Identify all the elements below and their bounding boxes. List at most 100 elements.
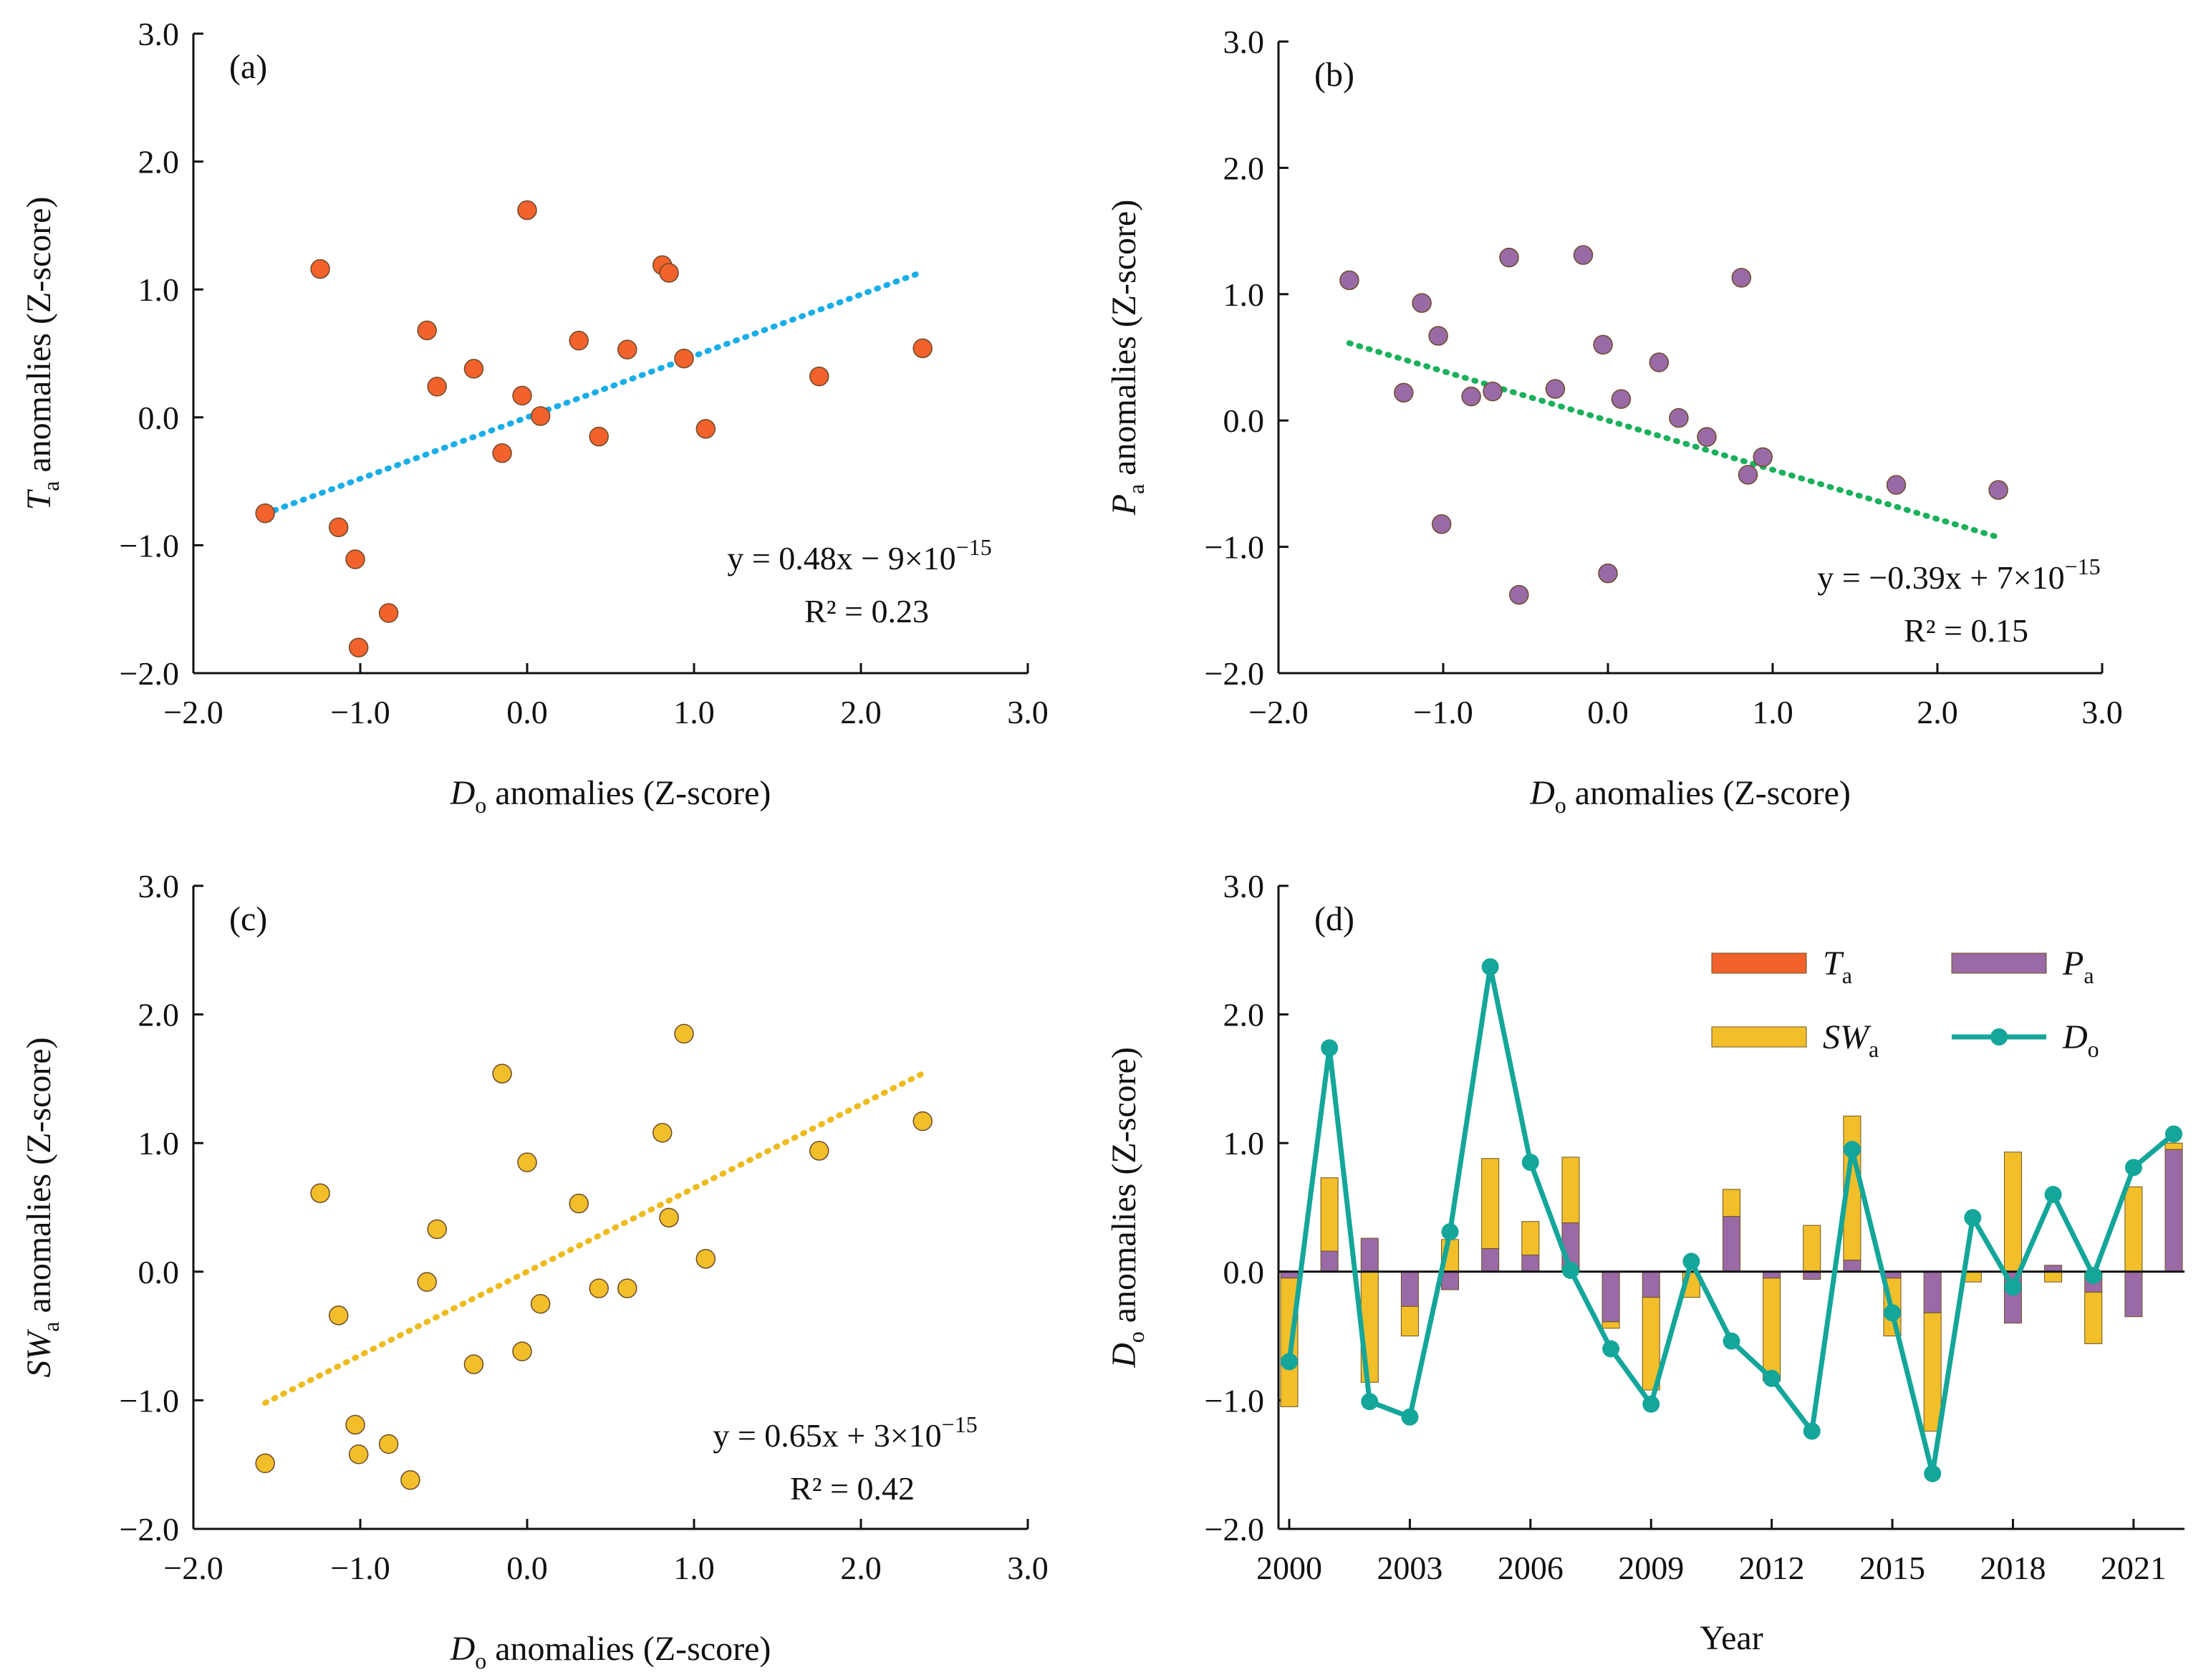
- x-axis-title: Year: [1700, 1619, 1763, 1657]
- bar-sw: [1763, 1278, 1781, 1381]
- data-point: [659, 263, 679, 283]
- y-tick-label: 0.0: [138, 1254, 180, 1290]
- legend-item-sw: SWa: [1711, 1018, 1879, 1062]
- panel-d-timeseries: −2.0 −1.0 0.0 1.0 2.0 3.0 2000 2003 2006 2009 2012…: [1105, 868, 2185, 1657]
- y-tick-label: 1.0: [138, 271, 180, 308]
- data-point: [427, 377, 447, 397]
- y-axis-title-sub: a: [38, 1321, 64, 1331]
- data-point: [1461, 386, 1481, 407]
- line-marker-do: [1441, 1223, 1459, 1241]
- data-point: [589, 426, 609, 447]
- line-marker-do: [1561, 1262, 1579, 1280]
- x-tick-label: 2.0: [840, 694, 882, 730]
- line-marker-do: [1763, 1369, 1781, 1387]
- y-tick-label: 2.0: [138, 997, 180, 1033]
- bar-pa: [1481, 1247, 1500, 1273]
- data-point: [1509, 584, 1529, 605]
- data-point: [1545, 379, 1566, 399]
- legend-label-sub: a: [1842, 962, 1852, 988]
- data-point: [1573, 245, 1594, 265]
- x-axis-title-main: D: [1529, 774, 1555, 812]
- x-axis-title-main: D: [450, 774, 476, 812]
- y-tick-label: 0.0: [138, 400, 180, 436]
- y-axis-title-rest: anomalies (Z-score): [1105, 1047, 1143, 1331]
- data-point: [328, 517, 349, 538]
- y-tick-label: −1.0: [1205, 1382, 1264, 1419]
- bar-pa: [1843, 1260, 1861, 1273]
- x-tick-label: 2012: [1739, 1550, 1805, 1586]
- bar-pa: [1320, 1250, 1339, 1273]
- legend-label-sub: a: [2084, 962, 2094, 988]
- line-marker-do: [2044, 1186, 2062, 1204]
- bar-pa: [2164, 1149, 2183, 1273]
- legend-item-ta: Ta: [1711, 945, 1852, 988]
- data-point: [1339, 270, 1359, 291]
- data-point: [345, 1414, 365, 1435]
- x-tick-label: 2.0: [840, 1550, 882, 1586]
- data-point: [617, 339, 637, 359]
- data-point: [674, 348, 694, 369]
- panel-label: (a): [229, 48, 267, 86]
- x-tick-label: 2018: [1980, 1550, 2046, 1586]
- y-tick-label: 1.0: [1223, 276, 1265, 313]
- line-marker-do: [1723, 1332, 1740, 1350]
- panel-b-scatter: −2.0 −1.0 0.0 1.0 2.0 3.0 −2.0 −1.0 0.0 1.0 2.0 3.0…: [1105, 24, 2123, 818]
- y-axis-title: SWa anomalies (Z-score): [20, 1037, 64, 1377]
- line-marker-do: [1521, 1154, 1539, 1172]
- data-point: [809, 366, 829, 387]
- bar-sw: [1601, 1321, 1620, 1329]
- data-point: [255, 503, 275, 523]
- data-point: [1988, 480, 2008, 500]
- data-point: [1611, 389, 1632, 409]
- bar-sw: [1723, 1189, 1740, 1217]
- x-axis-title-sub: o: [475, 792, 486, 818]
- legend-item-do: Do: [1952, 1018, 2099, 1062]
- data-point: [809, 1141, 829, 1161]
- data-point: [1731, 268, 1752, 288]
- x-tick-label: 2006: [1498, 1550, 1564, 1586]
- x-tick-label: 2021: [2101, 1550, 2167, 1586]
- data-point: [427, 1219, 447, 1240]
- bar-sw: [2003, 1152, 2022, 1273]
- x-tick-label: −1.0: [330, 694, 390, 730]
- data-point: [695, 419, 716, 439]
- x-axis-title-rest: anomalies (Z-score): [486, 1630, 771, 1668]
- y-axis-title-main: SW: [20, 1329, 58, 1378]
- data-point: [463, 359, 484, 379]
- data-point: [569, 1193, 589, 1214]
- data-point: [1669, 407, 1689, 428]
- data-point: [1593, 334, 1613, 355]
- legend-label-sub: a: [1869, 1036, 1879, 1062]
- data-point: [328, 1305, 349, 1326]
- bar-sw: [2164, 1142, 2183, 1150]
- line-marker-do: [1803, 1422, 1821, 1440]
- line-marker-do: [2124, 1159, 2142, 1177]
- data-point: [530, 1293, 551, 1314]
- y-axis-title-main: D: [1105, 1343, 1143, 1368]
- x-tick-label: 0.0: [506, 694, 548, 730]
- y-tick-label: −2.0: [1205, 1511, 1264, 1548]
- y-tick-label: −2.0: [120, 655, 179, 692]
- data-point: [912, 338, 933, 359]
- y-tick-label: 3.0: [138, 16, 180, 52]
- data-point: [569, 330, 589, 351]
- line-marker-do: [1884, 1304, 1902, 1322]
- x-tick-label: −2.0: [1248, 694, 1308, 730]
- data-point: [659, 1207, 679, 1228]
- trend-equation-base: y = −0.39x + 7×10: [1817, 559, 2064, 596]
- y-axis-title-rest: anomalies (Z-score): [20, 196, 58, 481]
- line-marker-do: [2004, 1278, 2022, 1296]
- x-tick-label: 1.0: [673, 1550, 715, 1586]
- trend-equation-exp: −15: [2065, 554, 2101, 579]
- data-point: [1412, 293, 1432, 313]
- legend-label-do: Do: [2062, 1018, 2099, 1062]
- y-tick-label: −1.0: [1205, 529, 1264, 566]
- y-axis-title-main: P: [1105, 494, 1143, 516]
- data-point: [348, 1444, 369, 1464]
- bar-pa: [1521, 1254, 1540, 1273]
- r-squared: R² = 0.42: [790, 1470, 915, 1507]
- line-marker-do: [1924, 1464, 1942, 1482]
- bar-pa: [1601, 1271, 1620, 1323]
- x-tick-label: 2015: [1859, 1550, 1925, 1586]
- y-axis-title-sub: o: [1123, 1331, 1149, 1343]
